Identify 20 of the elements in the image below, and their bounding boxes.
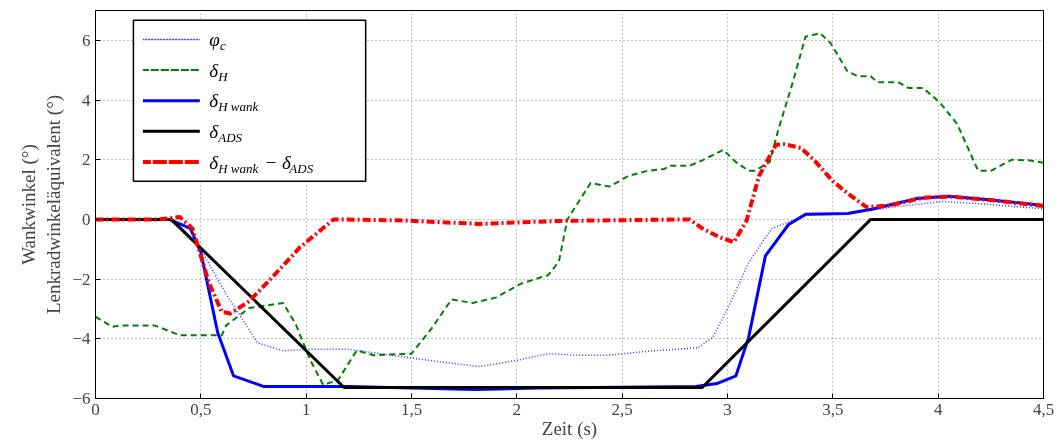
line-series [95,32,1044,386]
x-tick-label: 2,5 [611,399,633,419]
y-tick-label: −4 [72,329,91,349]
y-tick-label: 0 [82,209,91,229]
y-tick-label: −6 [72,389,91,408]
x-tick-label: 0,5 [190,399,212,419]
line-series [95,142,1044,316]
x-tick-label: 2 [512,399,522,419]
y-tick-label: 2 [82,150,91,170]
y-tick-label: −2 [72,269,91,289]
x-axis-title: Zeit (s) [541,417,598,440]
x-tick-label: 1 [301,399,311,419]
x-tick-label: 4,5 [1032,399,1055,419]
x-tick-label: 3 [723,399,732,419]
y-axis-title: Wankwinkel (°) Lenkradwinkeläquivalent (°) [18,94,66,315]
x-tick-label: 3,5 [822,399,844,419]
y-tick-label: 6 [82,30,91,50]
x-tick-label: 4 [933,399,943,419]
y-tick-label: 4 [82,90,91,110]
x-tick-label: 1,5 [400,399,423,419]
